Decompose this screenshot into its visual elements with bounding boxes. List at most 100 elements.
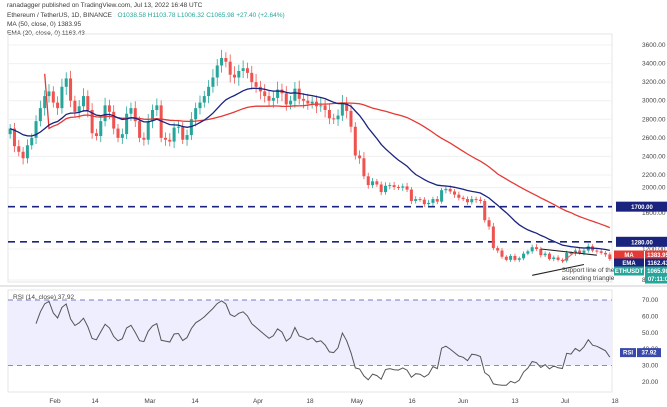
price-tag-value-bg <box>645 250 667 260</box>
candle-body <box>517 258 521 260</box>
candle-body <box>245 68 249 73</box>
candle-body <box>371 181 375 186</box>
candle-body <box>306 100 310 104</box>
candle-body <box>21 151 25 159</box>
candle-body <box>500 250 504 257</box>
candle-body <box>207 86 211 97</box>
candle-body <box>565 252 569 261</box>
symbol-title: Ethereum / TetherUS, 1D, BINANCE <box>7 12 113 19</box>
candle-body <box>461 197 465 200</box>
annotation-line-1: Support line of the <box>562 267 615 274</box>
candle-body <box>552 257 556 260</box>
candle-body <box>409 189 413 201</box>
candle-body <box>582 250 586 253</box>
candle-body <box>353 126 357 156</box>
candle-body <box>405 186 409 190</box>
level-tag-label: 1700.00 <box>631 205 653 211</box>
candle-body <box>478 199 482 201</box>
candle-body <box>90 110 94 134</box>
candle-body <box>444 188 448 191</box>
candle-body <box>513 255 517 260</box>
candle-body <box>349 110 353 127</box>
candle-body <box>496 248 500 251</box>
rsi-title: RSI (14, close) 37.92 <box>13 294 74 301</box>
candle-body <box>241 68 245 71</box>
rsi-tag-value: 37.92 <box>641 351 657 357</box>
candle-body <box>138 121 142 138</box>
price-tag-name-bg <box>614 266 644 276</box>
x-tick-label: 18 <box>306 398 314 405</box>
candle-body <box>284 93 288 105</box>
candle-body <box>491 226 495 249</box>
candle-body <box>34 121 38 138</box>
rsi-tag-name: RSI <box>623 351 633 357</box>
candle-body <box>112 111 116 129</box>
candle-body <box>453 191 457 195</box>
candle-body <box>418 199 422 201</box>
x-tick-label: Jun <box>458 398 469 405</box>
candle-body <box>522 253 526 259</box>
candle-body <box>271 97 275 101</box>
candle-body <box>64 78 68 87</box>
candle-body <box>556 257 560 260</box>
header-line-1: ranadagger published on TradingView.com,… <box>7 2 203 9</box>
x-tick-label: 18 <box>611 398 619 405</box>
price-tick-label: 1600.00 <box>642 210 666 217</box>
candle-body <box>293 88 297 101</box>
candle-body <box>267 96 271 101</box>
price-tag-value: 1162.43 <box>647 261 667 267</box>
ma50-line <box>44 73 611 229</box>
candle-body <box>81 96 86 107</box>
candle-body <box>276 89 280 98</box>
candle-body <box>608 254 612 260</box>
price-tag-value: 1065.98 <box>647 269 667 275</box>
candle-body <box>155 105 159 110</box>
candle-body <box>94 133 98 136</box>
candle-body <box>383 185 388 193</box>
candle-body <box>8 128 12 135</box>
candle-body <box>414 199 418 201</box>
price-tag-value: 07:11:0 <box>648 277 667 283</box>
candle-body <box>448 188 452 192</box>
x-tick-label: Jul <box>561 398 570 405</box>
candle-body <box>578 250 582 253</box>
support-trendline <box>532 263 585 276</box>
candle-body <box>457 194 461 198</box>
candle-body <box>327 110 331 119</box>
candle-body <box>470 199 474 203</box>
rsi-tick-label: 60.00 <box>642 313 659 320</box>
candle-body <box>509 255 513 260</box>
candle-body <box>388 185 392 187</box>
candle-body <box>573 250 577 254</box>
candle-body <box>474 199 478 201</box>
candle-body <box>392 185 396 188</box>
rsi-tick-label: 50.00 <box>642 330 659 337</box>
annotation-line-2: ascending triangle <box>562 275 615 282</box>
candle-body <box>116 128 120 138</box>
ohlc-values: O1038.58 H1103.78 L1006.32 C1065.98 +27.… <box>117 12 285 19</box>
price-tag-name: ETHUSDT <box>615 269 644 275</box>
candle-body <box>336 115 340 120</box>
price-tick-label: 2200.00 <box>642 172 666 179</box>
candle-body <box>56 102 60 109</box>
candle-body <box>340 102 344 116</box>
candle-body <box>599 251 603 253</box>
price-tick-label: 2800.00 <box>642 116 666 123</box>
candle-body <box>77 106 81 112</box>
level-tag-bg <box>616 201 667 212</box>
level-tag-bg <box>616 236 667 247</box>
x-tick-label: May <box>351 398 364 405</box>
candle-body <box>211 77 215 87</box>
candle-body <box>198 102 202 109</box>
candle-body <box>323 105 327 110</box>
candle-body <box>237 71 241 78</box>
x-tick-label: Feb <box>49 398 61 405</box>
candle-body <box>362 158 366 177</box>
candle-body <box>172 127 176 142</box>
candle-body <box>133 108 137 122</box>
candle-body <box>17 146 21 152</box>
rsi-line <box>35 300 611 386</box>
ema20-line <box>9 87 610 252</box>
price-tick-label: 2400.00 <box>642 153 666 160</box>
candle-body <box>543 253 547 256</box>
